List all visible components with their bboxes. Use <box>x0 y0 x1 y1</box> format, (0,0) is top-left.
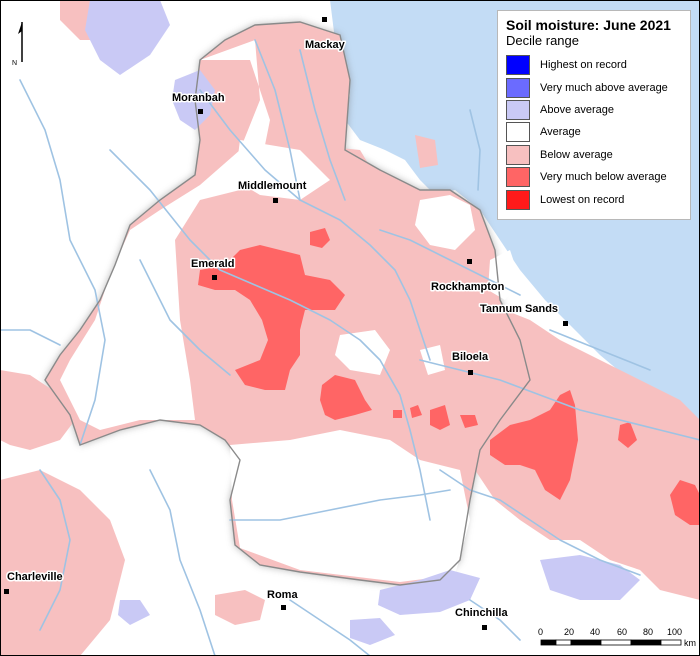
scale-segment <box>600 639 632 646</box>
scale-tick-20: 20 <box>564 627 574 637</box>
scale-unit: km <box>684 638 696 648</box>
town-marker-moranbah <box>198 109 203 114</box>
legend-swatch <box>506 55 530 76</box>
town-markers: Mackay Moranbah Middlemount Emerald Rock… <box>4 17 568 630</box>
town-marker-tannum-sands <box>563 321 568 326</box>
legend-subtitle: Decile range <box>506 33 579 48</box>
legend-label: Very much below average <box>540 171 667 184</box>
legend-item: Below average <box>506 144 682 166</box>
scale-segment <box>540 639 557 646</box>
town-marker-emerald <box>212 275 217 280</box>
very-much-below-average-areas <box>198 228 700 525</box>
scale-tick-40: 40 <box>590 627 600 637</box>
legend-swatch <box>506 122 530 143</box>
north-arrow: N <box>12 22 23 67</box>
town-marker-middlemount <box>273 198 278 203</box>
town-marker-rockhampton <box>467 259 472 264</box>
town-label-biloela: Biloela <box>452 351 489 363</box>
legend-item: Highest on record <box>506 54 682 76</box>
legend-item: Very much below average <box>506 166 682 188</box>
town-marker-roma <box>281 605 286 610</box>
legend-item: Average <box>506 121 682 143</box>
town-label-charleville: Charleville <box>7 571 63 583</box>
town-label-tannum-sands: Tannum Sands <box>480 303 558 315</box>
scale-tick-100: 100 <box>667 627 682 637</box>
legend-item: Above average <box>506 99 682 121</box>
scale-segment <box>630 639 662 646</box>
town-label-rockhampton: Rockhampton <box>431 281 505 293</box>
legend-swatch <box>506 99 530 120</box>
legend-label: Average <box>540 126 581 139</box>
scale-tick-80: 80 <box>643 627 653 637</box>
town-label-chinchilla: Chinchilla <box>455 607 508 619</box>
town-label-emerald: Emerald <box>191 258 234 270</box>
legend-item: Lowest on record <box>506 188 682 210</box>
town-label-middlemount: Middlemount <box>238 180 307 192</box>
legend: Soil moisture: June 2021 Decile range Hi… <box>497 10 691 220</box>
town-marker-mackay <box>322 17 327 22</box>
town-label-moranbah: Moranbah <box>172 92 225 104</box>
town-label-mackay: Mackay <box>305 39 346 51</box>
north-arrow-label: N <box>12 60 17 67</box>
legend-swatch <box>506 167 530 188</box>
town-label-roma: Roma <box>267 589 298 601</box>
legend-label: Below average <box>540 148 613 161</box>
legend-label: Very much above average <box>540 81 668 94</box>
scale-segment <box>660 639 682 646</box>
town-marker-biloela <box>468 370 473 375</box>
scale-bar: 0 20 40 60 80 100 km <box>530 622 696 652</box>
legend-label: Lowest on record <box>540 193 625 206</box>
legend-swatch <box>506 77 530 98</box>
town-marker-chinchilla <box>482 625 487 630</box>
scale-tick-60: 60 <box>617 627 627 637</box>
legend-swatch <box>506 144 530 165</box>
town-marker-charleville <box>4 589 9 594</box>
legend-title: Soil moisture: June 2021 <box>506 17 671 33</box>
legend-swatch <box>506 189 530 210</box>
legend-item: Very much above average <box>506 76 682 98</box>
scale-tick-0: 0 <box>538 627 543 637</box>
legend-label: Highest on record <box>540 59 627 72</box>
scale-segment <box>570 639 602 646</box>
scale-segment <box>555 639 572 646</box>
legend-label: Above average <box>540 103 614 116</box>
average-areas <box>60 40 520 582</box>
basin-outline <box>44 21 531 586</box>
